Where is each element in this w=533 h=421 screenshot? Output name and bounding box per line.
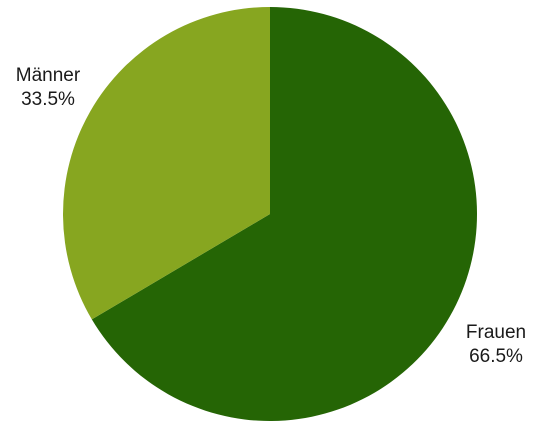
pie-slice-maenner	[63, 7, 270, 320]
pie-slices	[63, 7, 478, 421]
slice-label-maenner: Männer 33.5%	[16, 65, 81, 110]
slice-label-frauen-value: 66.5%	[469, 346, 523, 367]
slice-label-frauen: Frauen 66.5%	[466, 322, 526, 367]
slice-label-maenner-name: Männer	[16, 65, 81, 86]
slice-label-frauen-name: Frauen	[466, 322, 526, 343]
pie-slice-frauen	[91, 7, 478, 421]
slice-label-maenner-value: 33.5%	[21, 89, 75, 110]
